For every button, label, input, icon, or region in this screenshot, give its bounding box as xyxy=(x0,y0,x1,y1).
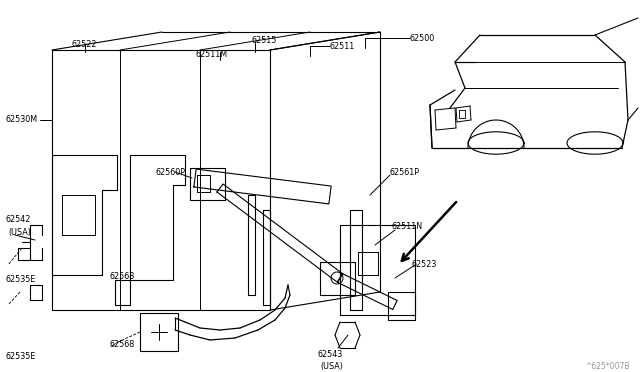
Text: 62511N: 62511N xyxy=(392,222,423,231)
Text: 62515: 62515 xyxy=(252,36,277,45)
Text: 62561P: 62561P xyxy=(390,168,420,177)
Text: 62542: 62542 xyxy=(5,215,30,224)
Text: 62500: 62500 xyxy=(410,34,435,43)
Text: 62543: 62543 xyxy=(318,350,343,359)
Text: 62511: 62511 xyxy=(330,42,355,51)
Text: 62523: 62523 xyxy=(412,260,437,269)
Text: 62511M: 62511M xyxy=(195,50,227,59)
Text: 62535E: 62535E xyxy=(5,352,35,361)
Text: ^625*007B: ^625*007B xyxy=(586,362,630,371)
Text: 62568: 62568 xyxy=(110,340,135,349)
Text: 62530M: 62530M xyxy=(5,115,37,124)
Text: 62568: 62568 xyxy=(110,272,135,281)
Text: (USA): (USA) xyxy=(8,228,31,237)
Text: (USA): (USA) xyxy=(320,362,343,371)
Text: 62535E: 62535E xyxy=(5,275,35,284)
Text: 62560P: 62560P xyxy=(155,168,185,177)
Text: 62522: 62522 xyxy=(72,40,97,49)
